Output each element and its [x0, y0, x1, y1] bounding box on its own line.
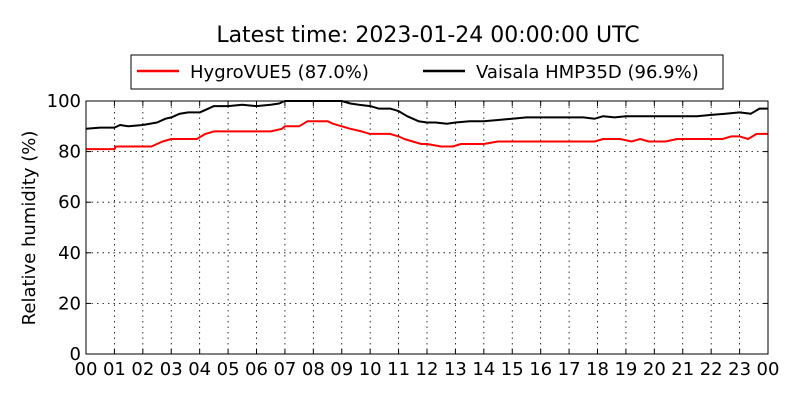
- series-layer: [85, 100, 768, 151]
- legend-label-hygrovue5: HygroVUE5 (87.0%): [190, 62, 369, 83]
- x-tick-label: 09: [330, 359, 353, 380]
- legend-label-vaisala: Vaisala HMP35D (96.9%): [476, 62, 699, 83]
- x-tick-label: 06: [245, 359, 268, 380]
- x-tick-label: 10: [359, 359, 382, 380]
- x-tick-label: 02: [131, 359, 154, 380]
- x-tick-label: 17: [558, 359, 581, 380]
- chart-title: Latest time: 2023-01-24 00:00:00 UTC: [216, 23, 639, 48]
- x-tick-label: 21: [671, 359, 694, 380]
- x-tick-label: 16: [529, 359, 552, 380]
- y-tick-label: 40: [58, 243, 81, 264]
- x-tick-label: 04: [188, 359, 211, 380]
- x-tick-label: 05: [217, 359, 240, 380]
- x-tick-label: 03: [160, 359, 183, 380]
- x-tick-label: 18: [586, 359, 609, 380]
- y-axis-label: Relative humidity (%): [19, 131, 40, 326]
- series-line-0: [86, 120, 768, 151]
- x-tick-label: 01: [103, 359, 126, 380]
- x-tick-label: 08: [302, 359, 325, 380]
- x-tick-label: 15: [501, 359, 524, 380]
- x-tick-label: 19: [614, 359, 637, 380]
- x-tick-label: 14: [472, 359, 495, 380]
- y-tick-label: 20: [58, 293, 81, 314]
- x-tick-label: 12: [416, 359, 439, 380]
- x-tick-label: 11: [387, 359, 410, 380]
- ticks: 00 01 02 03 04 05 06 07 08 09 10 11 12 13 14 15 16 17 18 19…: [47, 91, 780, 380]
- series-line-1: [85, 100, 768, 130]
- y-tick-label: 60: [58, 192, 81, 213]
- x-tick-label: 00: [757, 359, 780, 380]
- x-tick-label: 13: [444, 359, 467, 380]
- y-tick-label: 100: [47, 91, 81, 112]
- x-tick-label: 20: [643, 359, 666, 380]
- y-tick-label: 80: [58, 142, 81, 163]
- x-tick-label: 00: [75, 359, 98, 380]
- x-tick-label: 07: [273, 359, 296, 380]
- x-tick-label: 22: [700, 359, 723, 380]
- grid-lines: [86, 101, 768, 354]
- y-tick-label: 0: [70, 344, 81, 365]
- legend: HygroVUE5 (87.0%) Vaisala HMP35D (96.9%): [130, 54, 724, 90]
- x-tick-label: 23: [728, 359, 751, 380]
